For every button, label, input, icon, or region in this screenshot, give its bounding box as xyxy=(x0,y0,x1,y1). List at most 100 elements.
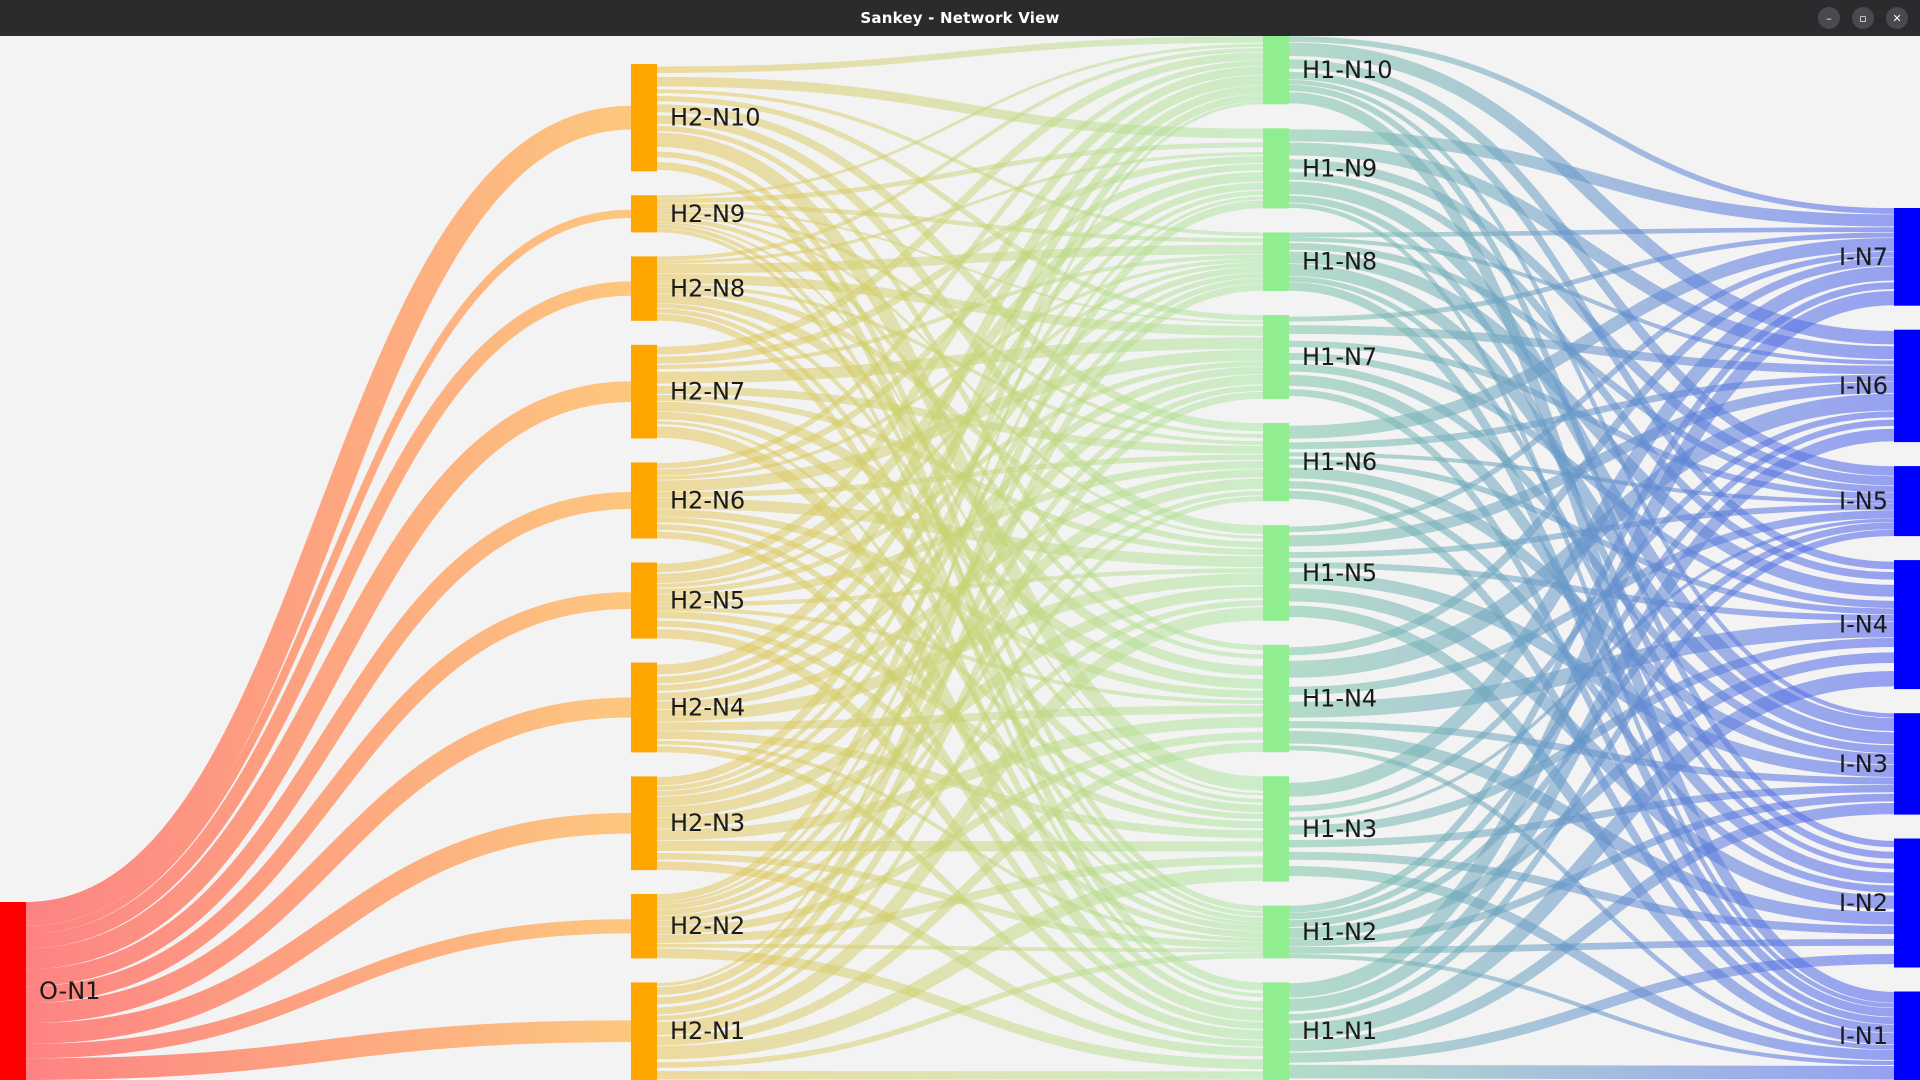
node-h1-n7[interactable] xyxy=(1263,315,1289,399)
node-label-h2-n3: H2-N3 xyxy=(670,809,745,837)
sankey-canvas: O-N1 H2-N10 H2-N9 H2-N8 H2-N7 H2-N6 H2-N5 H2-N4… xyxy=(0,36,1920,1080)
node-label-i-n7: I-N7 xyxy=(1839,243,1888,271)
link-hidden1-input xyxy=(1288,227,1895,238)
node-h1-n8[interactable] xyxy=(1263,232,1289,291)
node-h1-n5[interactable] xyxy=(1263,525,1289,621)
maximize-button[interactable]: ▫ xyxy=(1852,7,1874,29)
link-hidden1-input xyxy=(1288,490,1895,1033)
close-button[interactable]: ✕ xyxy=(1886,7,1908,29)
link-output-hidden2 xyxy=(25,919,632,1059)
node-h1-n4[interactable] xyxy=(1263,644,1289,753)
link-hidden1-input xyxy=(1288,257,1895,656)
link-hidden2-hidden1 xyxy=(656,43,1264,199)
link-hidden1-input xyxy=(1288,638,1895,835)
node-label-h2-n9: H2-N9 xyxy=(670,200,745,228)
node-i-n6[interactable] xyxy=(1894,329,1920,443)
link-output-hidden2 xyxy=(25,209,632,935)
node-label-h1-n2: H1-N2 xyxy=(1302,918,1377,946)
node-h2-n4[interactable] xyxy=(631,662,657,753)
node-i-n7[interactable] xyxy=(1894,208,1920,306)
window-title: Sankey - Network View xyxy=(860,9,1060,27)
link-hidden2-hidden1 xyxy=(656,293,1264,676)
link-hidden2-hidden1 xyxy=(656,391,1264,1015)
link-hidden1-input xyxy=(1288,784,1895,848)
link-hidden2-hidden1 xyxy=(656,66,1264,573)
link-hidden1-input xyxy=(1288,363,1895,754)
node-h1-n2[interactable] xyxy=(1263,905,1289,959)
link-hidden1-input xyxy=(1288,374,1895,450)
link-hidden1-input xyxy=(1288,59,1895,476)
link-hidden2-hidden1 xyxy=(656,742,1264,1046)
node-h1-n6[interactable] xyxy=(1263,423,1289,502)
link-hidden2-hidden1 xyxy=(656,283,1264,1005)
link-hidden1-input xyxy=(1288,340,1895,500)
link-hidden2-hidden1 xyxy=(656,75,1264,675)
node-i-n4[interactable] xyxy=(1894,560,1920,690)
link-hidden2-hidden1 xyxy=(656,142,1264,204)
node-label-h1-n4: H1-N4 xyxy=(1302,685,1377,713)
link-hidden1-input xyxy=(1288,266,1895,797)
link-hidden1-input xyxy=(1288,36,1895,214)
node-h2-n10[interactable] xyxy=(631,64,657,172)
node-h1-n9[interactable] xyxy=(1263,128,1289,209)
node-h2-n5[interactable] xyxy=(631,562,657,639)
link-hidden1-input xyxy=(1288,389,1895,1025)
link-hidden2-hidden1 xyxy=(656,496,1264,1021)
link-hidden2-hidden1 xyxy=(656,94,1264,902)
node-label-h2-n7: H2-N7 xyxy=(670,378,745,406)
node-label-h1-n10: H1-N10 xyxy=(1302,56,1392,84)
link-hidden2-hidden1 xyxy=(656,867,1264,1060)
node-h1-n10[interactable] xyxy=(1263,36,1289,105)
node-label-h2-n8: H2-N8 xyxy=(670,275,745,303)
link-hidden1-input xyxy=(1288,939,1895,954)
node-label-h2-n6: H2-N6 xyxy=(670,487,745,515)
link-hidden1-input xyxy=(1288,232,1895,322)
node-i-n5[interactable] xyxy=(1894,466,1920,537)
node-o-n1[interactable] xyxy=(0,902,26,1080)
node-h1-n3[interactable] xyxy=(1263,776,1289,882)
node-i-n3[interactable] xyxy=(1894,713,1920,815)
link-hidden2-hidden1 xyxy=(656,705,1264,731)
node-h2-n6[interactable] xyxy=(631,462,657,539)
link-hidden1-input xyxy=(1288,238,1895,439)
link-hidden1-input xyxy=(1288,652,1895,939)
node-label-i-n1: I-N1 xyxy=(1839,1022,1888,1050)
node-label-i-n5: I-N5 xyxy=(1839,487,1888,515)
link-hidden1-input xyxy=(1288,352,1895,608)
node-label-h1-n7: H1-N7 xyxy=(1302,343,1377,371)
link-hidden1-input xyxy=(1288,237,1895,365)
link-hidden1-input xyxy=(1288,428,1895,1012)
link-hidden1-input xyxy=(1288,730,1895,925)
link-hidden2-hidden1 xyxy=(656,60,1264,469)
node-i-n2[interactable] xyxy=(1894,838,1920,968)
node-label-h2-n2: H2-N2 xyxy=(670,912,745,940)
node-label-h1-n1: H1-N1 xyxy=(1302,1017,1377,1045)
link-hidden2-hidden1 xyxy=(656,156,1264,364)
node-h2-n2[interactable] xyxy=(631,894,657,959)
minimize-button[interactable]: – xyxy=(1818,7,1840,29)
node-h2-n3[interactable] xyxy=(631,776,657,871)
link-hidden2-hidden1 xyxy=(656,607,1264,1036)
node-label-o-n1: O-N1 xyxy=(39,977,100,1005)
link-output-hidden2 xyxy=(25,492,632,987)
link-hidden2-hidden1 xyxy=(656,840,1264,852)
link-output-hidden2 xyxy=(25,1020,632,1080)
link-hidden2-hidden1 xyxy=(656,125,1264,651)
node-h2-n7[interactable] xyxy=(631,344,657,439)
link-hidden1-input xyxy=(1288,481,1895,893)
sankey-diagram: O-N1 H2-N10 H2-N9 H2-N8 H2-N7 H2-N6 H2-N5 H2-N4… xyxy=(0,36,1920,1080)
node-h2-n8[interactable] xyxy=(631,256,657,321)
link-hidden1-input xyxy=(1288,325,1895,375)
node-i-n1[interactable] xyxy=(1894,991,1920,1080)
link-hidden1-input xyxy=(1288,251,1895,533)
node-h2-n9[interactable] xyxy=(631,195,657,233)
node-h1-n1[interactable] xyxy=(1263,982,1289,1080)
link-hidden1-input xyxy=(1288,953,1895,1063)
link-hidden1-input xyxy=(1288,172,1895,580)
link-output-hidden2 xyxy=(25,105,632,926)
link-hidden2-hidden1 xyxy=(656,952,1264,1068)
node-label-h2-n4: H2-N4 xyxy=(670,694,745,722)
node-h2-n1[interactable] xyxy=(631,982,657,1080)
node-label-h2-n1: H2-N1 xyxy=(670,1017,745,1045)
